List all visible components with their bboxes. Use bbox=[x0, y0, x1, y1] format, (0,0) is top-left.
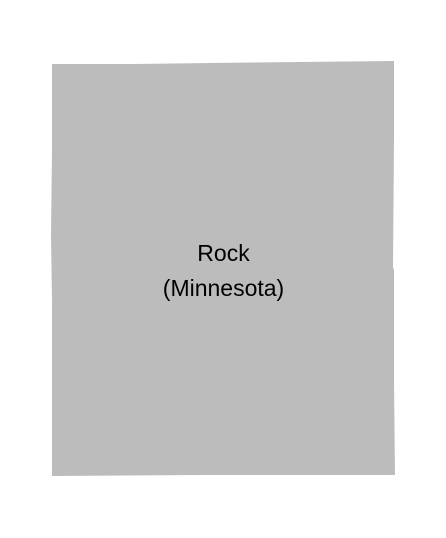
county-label: Rock (Minnesota) bbox=[52, 236, 395, 306]
county-name: Rock bbox=[197, 240, 250, 266]
state-name: (Minnesota) bbox=[162, 275, 285, 301]
county-shape bbox=[51, 61, 395, 476]
